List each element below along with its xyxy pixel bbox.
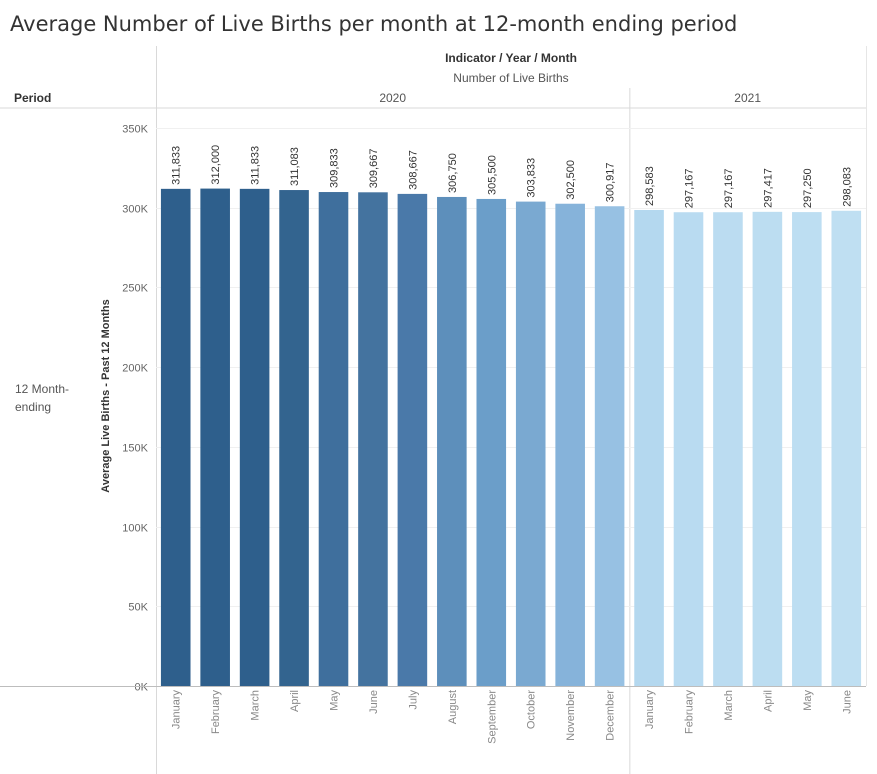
value-label: 305,500 — [486, 155, 498, 195]
y-tick-label: 100K — [122, 523, 148, 535]
y-tick-label: 0K — [135, 682, 149, 694]
x-tick-label: June — [841, 690, 853, 714]
x-tick-label: December — [605, 690, 617, 741]
x-tick-label: January — [644, 690, 656, 730]
y-tick-label: 150K — [122, 443, 148, 455]
x-tick-label: May — [802, 690, 814, 711]
y-tick-label: 300K — [122, 204, 148, 216]
bar — [713, 212, 743, 686]
indicator-header: Indicator / Year / Month — [445, 51, 577, 65]
measure-header: Number of Live Births — [453, 71, 569, 85]
value-label: 309,833 — [329, 148, 341, 188]
y-tick-label: 250K — [122, 283, 148, 295]
bar — [831, 210, 862, 686]
x-tick-label: March — [250, 690, 262, 721]
bar — [515, 201, 546, 686]
x-tick-label: January — [171, 690, 183, 730]
x-tick-label: June — [368, 690, 380, 714]
value-label: 306,750 — [447, 153, 459, 193]
x-tick-label: October — [526, 690, 538, 729]
bar — [634, 209, 664, 686]
bar — [279, 190, 309, 687]
bar — [160, 188, 191, 686]
bar — [752, 211, 783, 686]
value-label: 311,833 — [250, 146, 262, 185]
x-tick-label: November — [565, 690, 577, 741]
bar — [358, 192, 388, 687]
value-label: 297,167 — [723, 168, 735, 208]
bar — [476, 198, 507, 686]
period-header: Period — [14, 91, 52, 105]
value-label: 297,167 — [684, 168, 696, 208]
value-label: 297,417 — [762, 168, 774, 208]
bar — [437, 196, 467, 686]
value-label: 311,083 — [289, 147, 301, 186]
value-label: 309,667 — [368, 149, 380, 189]
value-label: 311,833 — [171, 146, 183, 185]
bar — [594, 206, 625, 686]
year-header-2020: 2020 — [379, 91, 407, 105]
bar — [555, 203, 585, 686]
value-label: 302,500 — [565, 160, 577, 200]
bar — [239, 188, 270, 686]
y-tick-label: 350K — [122, 124, 148, 136]
bar — [673, 212, 704, 686]
bar — [200, 188, 230, 686]
x-tick-label: July — [407, 690, 419, 710]
y-tick-label: 50K — [128, 602, 148, 614]
x-tick-label: April — [762, 690, 774, 712]
value-label: 298,083 — [841, 167, 853, 207]
value-label: 303,833 — [526, 158, 538, 198]
bar — [318, 192, 349, 687]
year-header-2021: 2021 — [734, 91, 761, 105]
row-label: 12 Month-ending — [15, 382, 70, 414]
value-label: 297,250 — [802, 168, 814, 208]
x-tick-label: February — [210, 690, 222, 735]
x-tick-label: February — [684, 690, 696, 735]
x-tick-label: May — [329, 690, 341, 711]
value-label: 298,583 — [644, 166, 656, 206]
value-label: 308,667 — [407, 150, 419, 190]
bar — [397, 193, 428, 686]
x-tick-label: September — [486, 690, 498, 744]
y-tick-label: 200K — [122, 363, 148, 375]
x-tick-label: August — [447, 690, 459, 724]
x-tick-label: March — [723, 690, 735, 721]
bar — [792, 212, 822, 686]
x-tick-label: April — [289, 690, 301, 712]
value-label: 300,917 — [605, 162, 617, 202]
value-label: 312,000 — [210, 145, 222, 185]
chart-title: Average Number of Live Births per month … — [10, 12, 738, 36]
